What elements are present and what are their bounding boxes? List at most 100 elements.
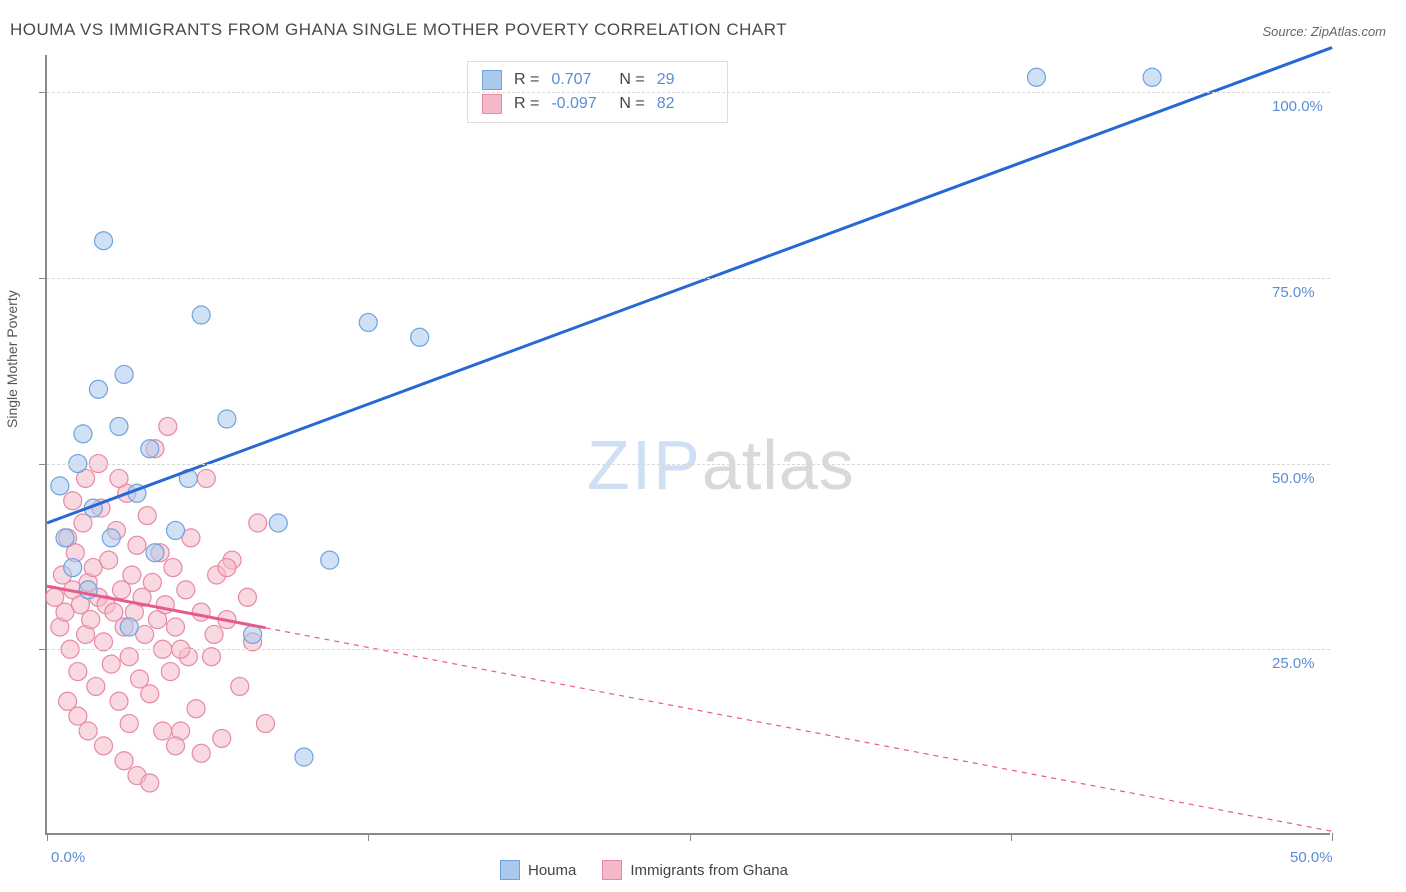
scatter-point — [123, 566, 141, 584]
legend-r-label: R = — [514, 95, 539, 113]
y-axis-title: Single Mother Poverty — [4, 290, 20, 428]
gridline — [47, 464, 1330, 465]
scatter-point — [128, 536, 146, 554]
scatter-point — [143, 573, 161, 591]
scatter-point — [79, 722, 97, 740]
scatter-point — [120, 648, 138, 666]
scatter-point — [161, 663, 179, 681]
x-tick-mark — [368, 833, 369, 841]
source-label: Source: ZipAtlas.com — [1262, 24, 1386, 39]
scatter-point — [1027, 68, 1045, 86]
legend-n-houma: 29 — [657, 71, 713, 89]
series-legend: Houma Immigrants from Ghana — [500, 860, 788, 880]
scatter-point — [102, 529, 120, 547]
scatter-point — [231, 677, 249, 695]
scatter-point — [82, 611, 100, 629]
scatter-point — [56, 529, 74, 547]
legend-swatch-icon — [500, 860, 520, 880]
scatter-point — [95, 633, 113, 651]
chart-title: HOUMA VS IMMIGRANTS FROM GHANA SINGLE MO… — [10, 20, 787, 40]
scatter-point — [218, 559, 236, 577]
legend-n-ghana: 82 — [657, 95, 713, 113]
y-tick-mark — [39, 278, 47, 279]
regression-line-dashed — [265, 628, 1332, 831]
y-tick-label: 25.0% — [1272, 655, 1315, 672]
gridline — [47, 92, 1330, 93]
scatter-point — [321, 551, 339, 569]
scatter-point — [238, 588, 256, 606]
y-tick-mark — [39, 92, 47, 93]
scatter-point — [205, 625, 223, 643]
scatter-point — [146, 544, 164, 562]
scatter-point — [74, 425, 92, 443]
scatter-point — [115, 365, 133, 383]
scatter-point — [167, 521, 185, 539]
legend-n-label: N = — [619, 95, 644, 113]
scatter-point — [249, 514, 267, 532]
scatter-point — [164, 559, 182, 577]
scatter-point — [218, 410, 236, 428]
y-tick-label: 100.0% — [1272, 98, 1323, 115]
scatter-point — [51, 477, 69, 495]
scatter-point — [256, 715, 274, 733]
x-tick-label: 50.0% — [1290, 849, 1333, 866]
gridline — [47, 278, 1330, 279]
legend-swatch-ghana — [482, 94, 502, 114]
x-tick-label: 0.0% — [51, 849, 85, 866]
legend-item-houma: Houma — [500, 860, 576, 880]
scatter-point — [202, 648, 220, 666]
y-tick-label: 50.0% — [1272, 470, 1315, 487]
legend-n-label: N = — [619, 71, 644, 89]
y-tick-label: 75.0% — [1272, 284, 1315, 301]
scatter-point — [269, 514, 287, 532]
x-tick-mark — [47, 833, 48, 841]
legend-item-ghana: Immigrants from Ghana — [602, 860, 788, 880]
scatter-point — [110, 469, 128, 487]
scatter-point — [167, 737, 185, 755]
scatter-point — [120, 715, 138, 733]
legend-label-houma: Houma — [528, 862, 576, 879]
scatter-point — [1143, 68, 1161, 86]
scatter-point — [115, 752, 133, 770]
scatter-point — [159, 417, 177, 435]
legend-r-label: R = — [514, 71, 539, 89]
legend-label-ghana: Immigrants from Ghana — [630, 862, 788, 879]
scatter-point — [110, 692, 128, 710]
x-tick-mark — [1332, 833, 1333, 841]
scatter-point — [167, 618, 185, 636]
scatter-point — [187, 700, 205, 718]
y-tick-mark — [39, 464, 47, 465]
scatter-point — [95, 737, 113, 755]
legend-row-houma: R = 0.707 N = 29 — [482, 68, 713, 92]
y-tick-mark — [39, 649, 47, 650]
scatter-point — [110, 417, 128, 435]
scatter-point — [100, 551, 118, 569]
scatter-point — [120, 618, 138, 636]
scatter-point — [197, 469, 215, 487]
scatter-point — [87, 677, 105, 695]
scatter-point — [192, 603, 210, 621]
scatter-point — [192, 306, 210, 324]
scatter-point — [95, 232, 113, 250]
chart-container: HOUMA VS IMMIGRANTS FROM GHANA SINGLE MO… — [0, 0, 1406, 892]
scatter-point — [411, 328, 429, 346]
scatter-point — [89, 380, 107, 398]
legend-r-houma: 0.707 — [551, 71, 607, 89]
legend-r-ghana: -0.097 — [551, 95, 607, 113]
scatter-point — [295, 748, 313, 766]
scatter-point — [213, 729, 231, 747]
x-tick-mark — [1011, 833, 1012, 841]
scatter-point — [141, 685, 159, 703]
scatter-point — [64, 492, 82, 510]
gridline — [47, 649, 1330, 650]
chart-svg — [47, 55, 1330, 833]
legend-swatch-houma — [482, 70, 502, 90]
scatter-point — [177, 581, 195, 599]
scatter-point — [192, 744, 210, 762]
legend-row-ghana: R = -0.097 N = 82 — [482, 92, 713, 116]
scatter-point — [102, 655, 120, 673]
scatter-point — [244, 625, 262, 643]
scatter-point — [141, 774, 159, 792]
scatter-point — [359, 313, 377, 331]
x-tick-mark — [690, 833, 691, 841]
